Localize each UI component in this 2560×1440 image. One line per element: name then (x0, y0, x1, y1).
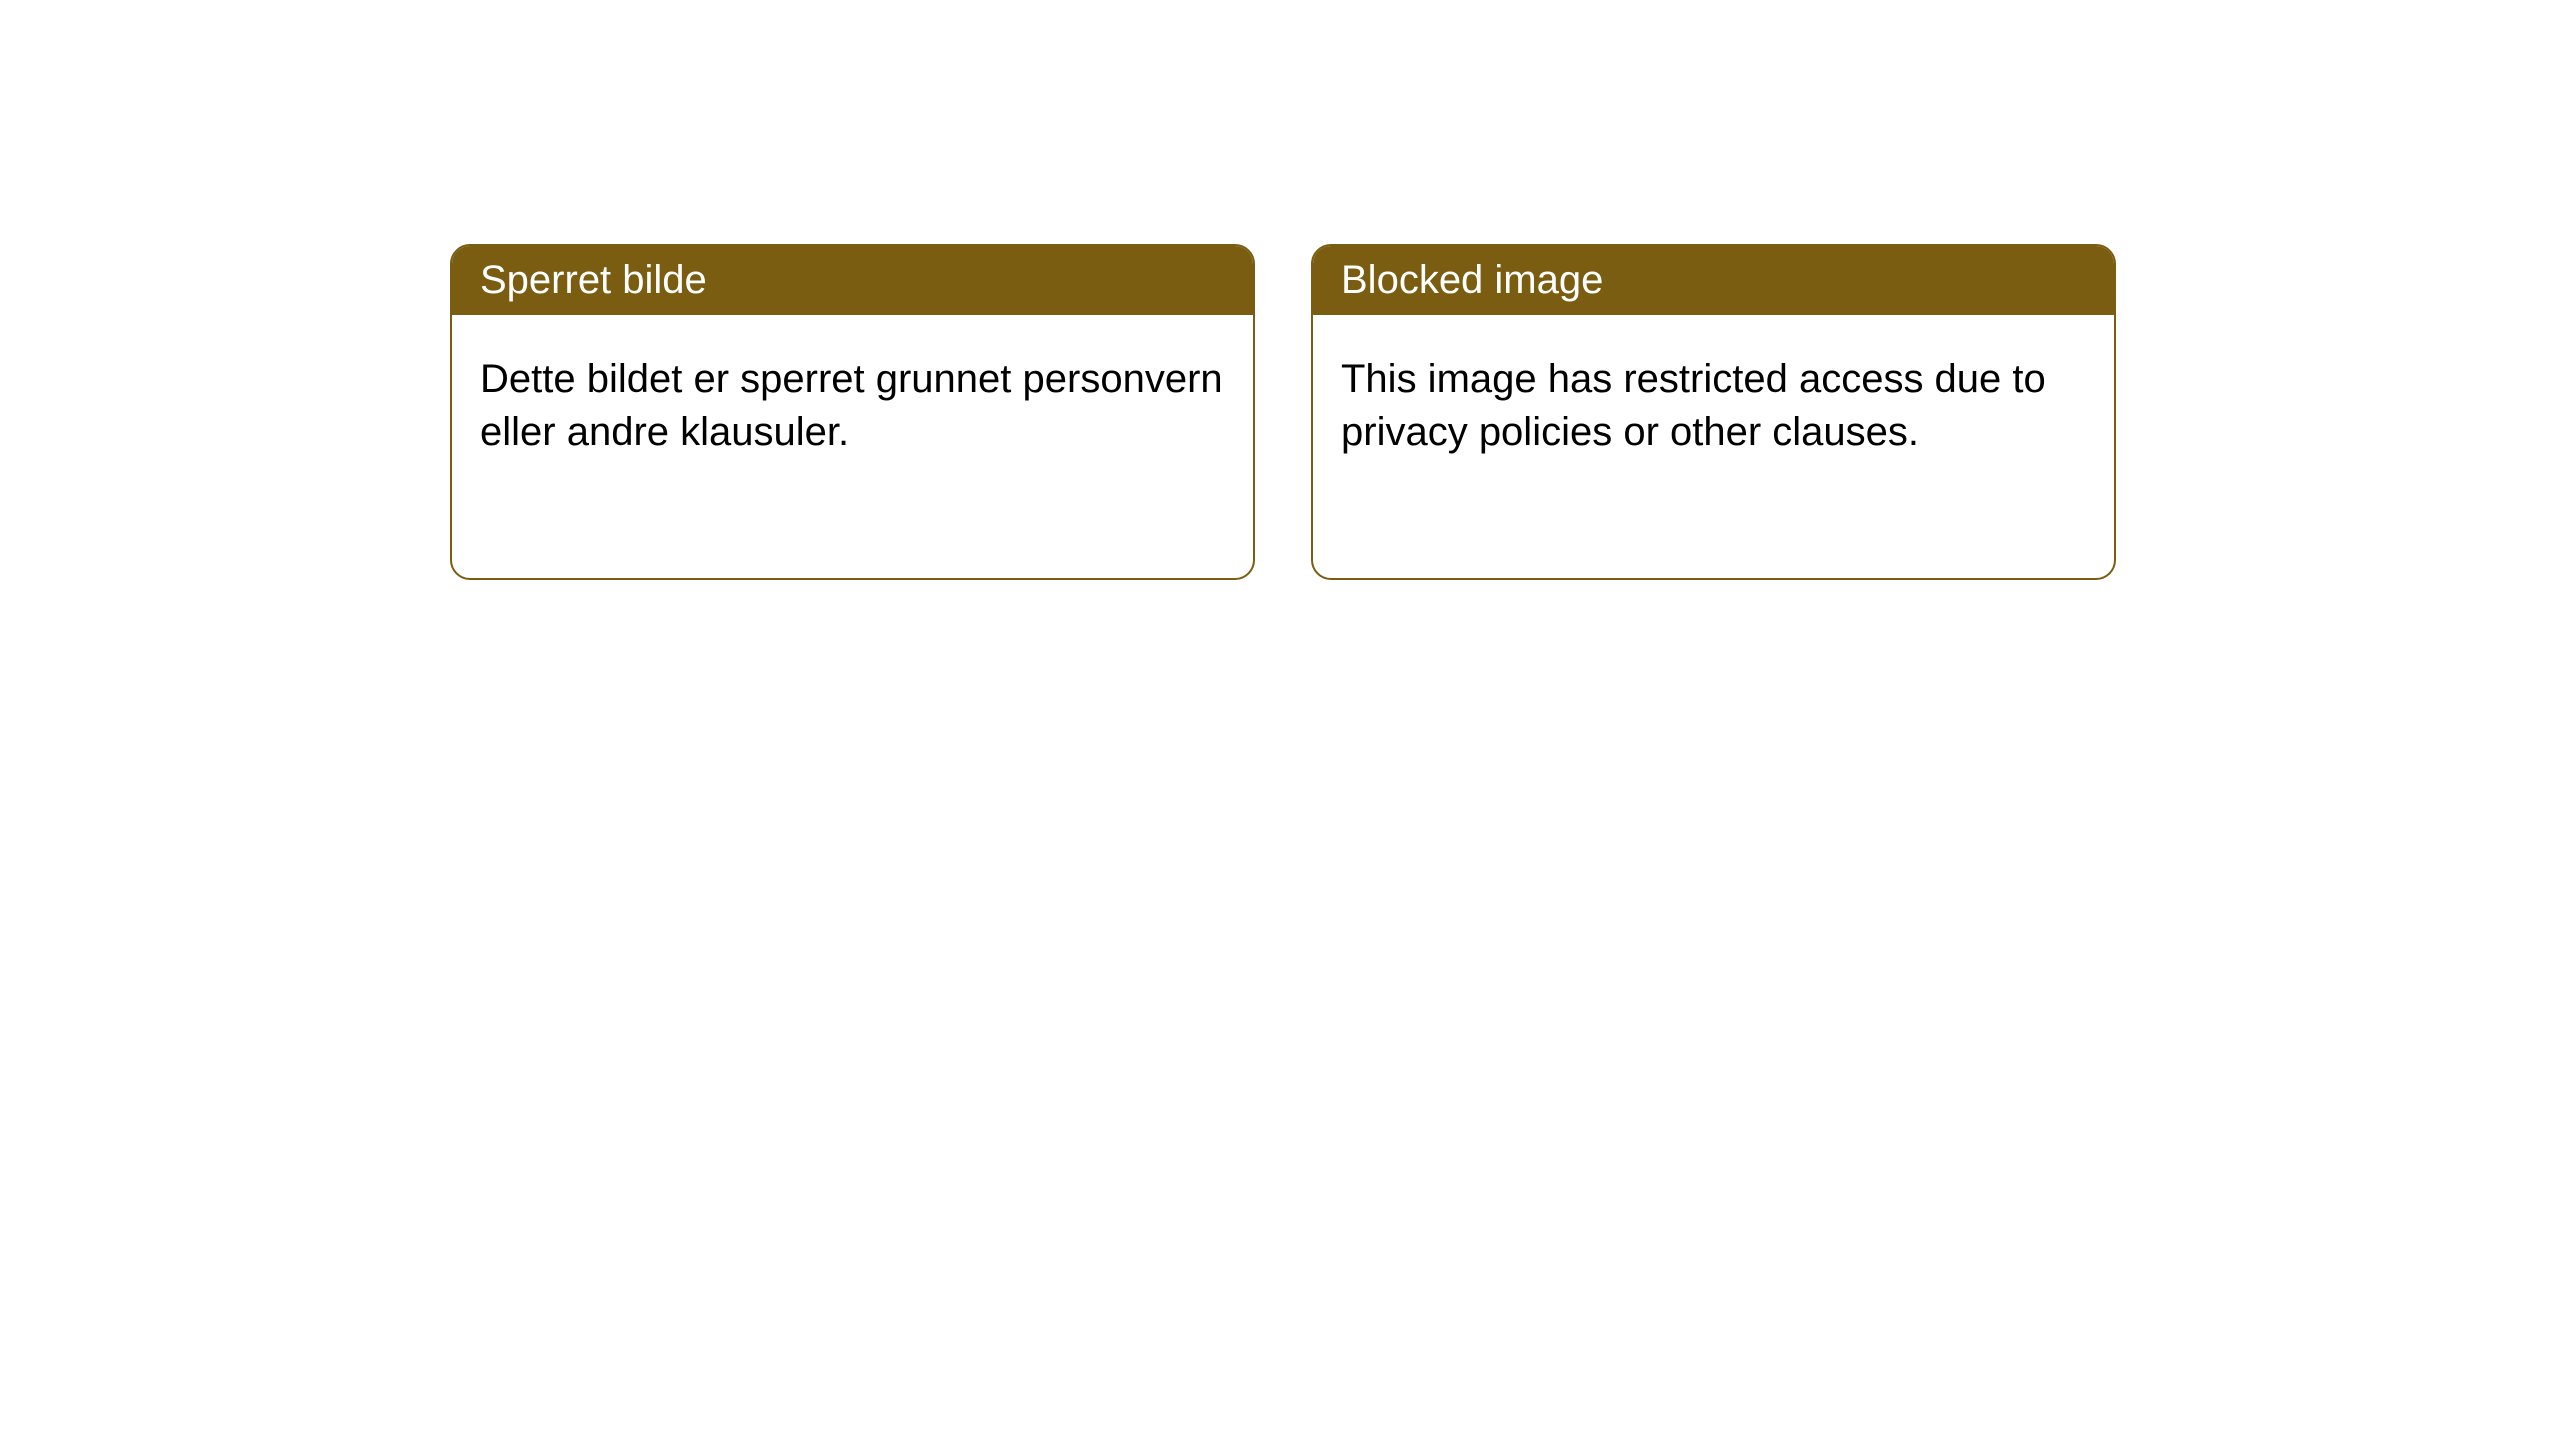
info-box-header: Blocked image (1313, 246, 2114, 315)
info-box-norwegian: Sperret bilde Dette bildet er sperret gr… (450, 244, 1255, 580)
info-box-header-text: Blocked image (1341, 258, 1603, 302)
info-box-body: Dette bildet er sperret grunnet personve… (452, 315, 1253, 497)
info-box-header: Sperret bilde (452, 246, 1253, 315)
info-box-container: Sperret bilde Dette bildet er sperret gr… (0, 0, 2560, 580)
info-box-english: Blocked image This image has restricted … (1311, 244, 2116, 580)
info-box-body-text: This image has restricted access due to … (1341, 357, 2046, 454)
info-box-body-text: Dette bildet er sperret grunnet personve… (480, 357, 1223, 454)
info-box-body: This image has restricted access due to … (1313, 315, 2114, 497)
info-box-header-text: Sperret bilde (480, 258, 707, 302)
